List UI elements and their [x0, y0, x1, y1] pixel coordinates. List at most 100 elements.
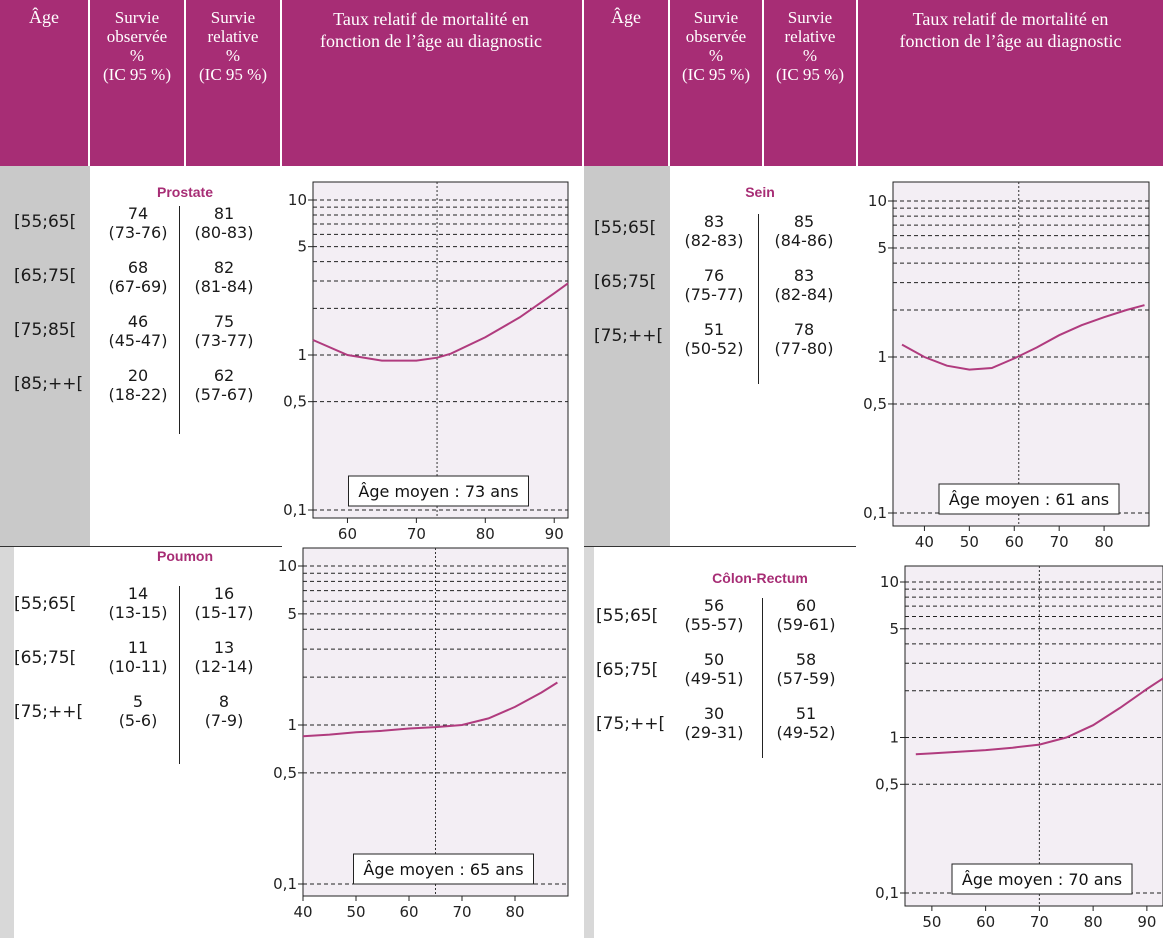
y-tick-label: 0,1	[283, 501, 307, 519]
panel-title-colon-rectum: Côlon-Rectum	[712, 570, 808, 586]
x-tick-label: 70	[452, 903, 471, 921]
observed-cell: 74 (73-76)	[108, 204, 168, 242]
y-tick-label: 5	[889, 620, 899, 638]
header-age-2: Âge	[584, 0, 670, 166]
relative-cell: 83 (82-84)	[774, 266, 834, 304]
age-column-bg-right	[584, 166, 670, 546]
mean-age-label: Âge moyen : 61 ans	[949, 490, 1109, 509]
mean-age-box	[938, 483, 1120, 515]
mean-age-label: Âge moyen : 70 ans	[962, 870, 1122, 889]
column-separator	[179, 586, 180, 764]
header-rate-label: Taux relatif de mortalité en fonction de …	[320, 9, 542, 51]
age-range: [65;75[	[14, 266, 77, 286]
x-tick-label: 70	[407, 525, 426, 543]
x-tick-label: 60	[338, 525, 357, 543]
panel-title-prostate: Prostate	[156, 184, 214, 200]
x-tick-label: 60	[1005, 533, 1024, 551]
x-tick-label: 80	[1095, 533, 1114, 551]
x-tick-label: 80	[505, 903, 524, 921]
observed-cell: 68 (67-69)	[108, 258, 168, 296]
series-line	[312, 282, 569, 362]
y-tick-label: 1	[297, 346, 307, 364]
age-range: [55;65[	[596, 606, 659, 626]
x-tick-label: 80	[476, 525, 495, 543]
header-relative-label: Survie relative% (IC 95 %)	[199, 8, 267, 84]
column-separator	[762, 598, 763, 758]
header-relative: Survie relative% (IC 95 %)	[186, 0, 282, 166]
age-range: [75;++[	[596, 714, 666, 734]
age-range: [75;85[	[14, 320, 77, 340]
header-observed-label-2: Survie observée% (IC 95 %)	[682, 8, 750, 84]
observed-cell: 11 (10-11)	[108, 638, 168, 676]
divider-right	[584, 546, 856, 547]
y-tick-label: 5	[297, 238, 307, 256]
y-tick-label: 10	[278, 557, 297, 575]
x-tick-label: 60	[399, 903, 418, 921]
x-tick-label: 90	[545, 525, 564, 543]
header-age-label-2: Âge	[611, 7, 641, 27]
plot-area	[904, 565, 1163, 907]
age-range: [65;75[	[596, 660, 659, 680]
y-tick-label: 10	[288, 191, 307, 209]
x-tick-label: 50	[922, 913, 941, 931]
observed-cell: 56 (55-57)	[684, 596, 744, 634]
y-tick-label: 10	[880, 573, 899, 591]
relative-cell: 75 (73-77)	[194, 312, 254, 350]
mean-age-box	[353, 853, 534, 885]
series-line	[302, 681, 558, 738]
age-range: [55;65[	[594, 218, 657, 238]
mean-age-label: Âge moyen : 65 ans	[363, 860, 523, 879]
y-tick-label: 5	[877, 239, 887, 257]
y-tick-label: 5	[287, 605, 297, 623]
panel-title-sein: Sein	[745, 184, 775, 200]
relative-cell: 16 (15-17)	[194, 584, 254, 622]
relative-cell: 58 (57-59)	[776, 650, 836, 688]
x-tick-label: 50	[346, 903, 365, 921]
observed-cell: 30 (29-31)	[684, 704, 744, 742]
divider-left	[0, 546, 282, 547]
y-tick-label: 0,5	[875, 775, 899, 793]
plot-area	[892, 181, 1150, 527]
observed-cell: 51 (50-52)	[684, 320, 744, 358]
mean-age-box	[951, 863, 1133, 895]
panel-title-poumon: Poumon	[157, 548, 213, 564]
age-range: [75;++[	[594, 326, 664, 346]
relative-cell: 60 (59-61)	[776, 596, 836, 634]
observed-cell: 50 (49-51)	[684, 650, 744, 688]
observed-cell: 5 (5-6)	[118, 692, 158, 730]
observed-cell: 14 (13-15)	[108, 584, 168, 622]
x-tick-label: 80	[1084, 913, 1103, 931]
age-range: [55;65[	[14, 594, 77, 614]
header-rate: Taux relatif de mortalité en fonction de …	[282, 0, 584, 166]
column-separator	[758, 214, 759, 384]
x-tick-label: 40	[915, 533, 934, 551]
column-separator	[179, 206, 180, 434]
relative-cell: 85 (84-86)	[774, 212, 834, 250]
header-age-label: Âge	[29, 7, 59, 27]
y-tick-label: 1	[877, 348, 887, 366]
x-tick-label: 70	[1030, 913, 1049, 931]
x-tick-label: 90	[1137, 913, 1156, 931]
y-tick-label: 0,1	[273, 875, 297, 893]
relative-cell: 51 (49-52)	[776, 704, 836, 742]
age-column-bg-right-bottom	[584, 546, 594, 938]
header-observed: Survie observée% (IC 95 %)	[90, 0, 186, 166]
relative-cell: 13 (12-14)	[194, 638, 254, 676]
observed-cell: 20 (18-22)	[108, 366, 168, 404]
y-tick-label: 0,5	[283, 393, 307, 411]
age-range: [75;++[	[14, 702, 84, 722]
age-range: [65;75[	[14, 648, 77, 668]
y-tick-label: 0,1	[863, 504, 887, 522]
header-age: Âge	[0, 0, 90, 166]
relative-cell: 8 (7-9)	[204, 692, 244, 730]
plot-area	[312, 181, 569, 519]
relative-cell: 62 (57-67)	[194, 366, 254, 404]
series-line	[915, 677, 1163, 756]
y-tick-label: 1	[889, 729, 899, 747]
header-rate-2: Taux relatif de mortalité en fonction de …	[858, 0, 1163, 166]
age-range: [55;65[	[14, 212, 77, 232]
y-tick-label: 0,5	[273, 764, 297, 782]
